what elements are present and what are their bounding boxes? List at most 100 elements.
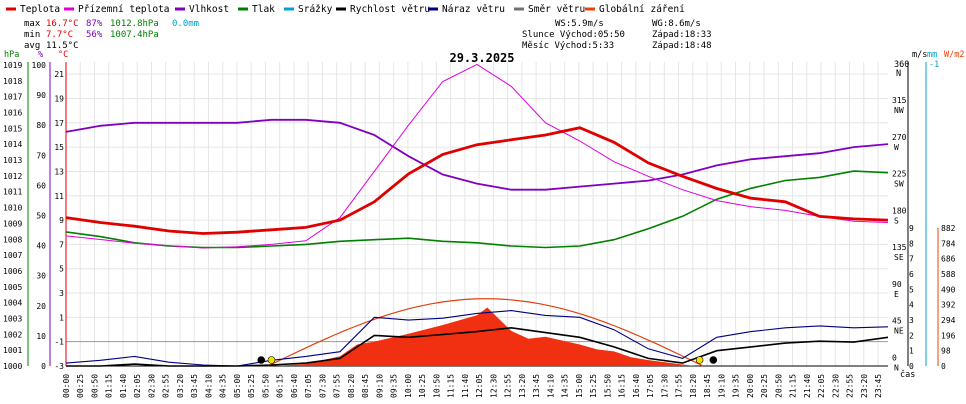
- stat-moon: Měsíc Východ:5:33: [522, 41, 614, 51]
- pressure-tick: 1005: [3, 283, 22, 292]
- time-tick: 04:10: [204, 374, 213, 398]
- wind-dir-degree-tick: 135: [892, 243, 907, 252]
- stat-wg: WG:8.6m/s: [652, 19, 701, 29]
- wind-speed-tick: 4: [909, 301, 914, 310]
- wind-speed-tick: 0: [909, 362, 914, 371]
- sun-moon-marker: [695, 356, 704, 364]
- ground-temperature-line: [65, 63, 889, 249]
- time-tick: 09:35: [390, 374, 399, 398]
- sun-moon-marker: [709, 356, 718, 364]
- pressure-tick: 1016: [3, 109, 22, 118]
- time-tick: 07:05: [304, 374, 313, 398]
- time-tick: 09:10: [375, 374, 384, 398]
- temperature-line: [65, 126, 889, 235]
- time-tick: 01:40: [119, 374, 128, 398]
- time-tick: 02:55: [162, 374, 171, 398]
- wind-speed-tick: 9: [909, 224, 914, 233]
- time-tick: 02:05: [133, 374, 142, 398]
- legend-label: Náraz větru: [442, 4, 505, 15]
- wind-dir-letter-tick: SE: [894, 253, 904, 262]
- solar-radiation-area: [271, 307, 697, 366]
- time-tick: 00:00: [62, 374, 71, 398]
- pressure-tick: 1008: [3, 235, 22, 244]
- wind-speed-tick: 1: [909, 347, 914, 356]
- temp-tick: 21: [54, 70, 64, 79]
- time-tick: 21:15: [789, 374, 798, 398]
- time-tick: 07:55: [333, 374, 342, 398]
- wind-dir-letter-tick: NW: [894, 106, 904, 115]
- time-tick: 11:40: [461, 374, 470, 398]
- time-tick: 17:05: [646, 374, 655, 398]
- wind-speed-tick: 7: [909, 255, 914, 264]
- humidity-tick: 100: [32, 61, 47, 70]
- radiation-tick: 686: [941, 255, 956, 264]
- stat-min-hum: 56%: [86, 30, 103, 40]
- chart-title: 29.3.2025: [449, 51, 514, 65]
- time-tick: 00:25: [76, 374, 85, 398]
- time-tick: 08:45: [361, 374, 370, 398]
- humidity-tick: 20: [36, 302, 46, 311]
- time-tick: 19:35: [732, 374, 741, 398]
- wind-dir-degree-tick: 225: [892, 170, 907, 179]
- time-tick: 15:25: [589, 374, 598, 398]
- time-tick: 02:30: [147, 374, 156, 398]
- pressure-tick: 1004: [3, 299, 22, 308]
- wind-gust-line: [65, 310, 889, 367]
- pressure-tick: 1013: [3, 156, 22, 165]
- wind-dir-letter-tick: E: [894, 290, 899, 299]
- humidity-tick: 80: [36, 121, 46, 130]
- pressure-tick: 1010: [3, 204, 22, 213]
- time-tick: 05:00: [233, 374, 242, 398]
- time-tick: 03:45: [190, 374, 199, 398]
- temp-tick: 11: [54, 192, 64, 201]
- humidity-tick: 60: [36, 181, 46, 190]
- stat-max-temp: 16.7°C: [46, 19, 79, 29]
- left-axes: 1019101810171016101510141013101210111010…: [3, 61, 67, 371]
- stat-min-press: 1007.4hPa: [110, 30, 159, 40]
- time-tick: 00:50: [90, 374, 99, 398]
- pressure-tick: 1011: [3, 188, 22, 197]
- wind-dir-degree-tick: 0: [892, 353, 897, 362]
- wind-dir-degree-tick: 45: [892, 317, 902, 326]
- pressure-tick: 1012: [3, 172, 22, 181]
- wind-dir-degree-tick: 90: [892, 280, 902, 289]
- wind-speed-line: [66, 326, 889, 367]
- temp-tick: 9: [59, 216, 64, 225]
- wind-dir-degree-tick: 315: [892, 96, 907, 105]
- legend-label: Srážky: [298, 4, 333, 15]
- time-tick: 06:15: [276, 374, 285, 398]
- time-tick: 21:40: [803, 374, 812, 398]
- time-tick: 14:10: [546, 374, 555, 398]
- stat-min-temp: 7.7°C: [46, 30, 73, 40]
- radiation-max-curve: [267, 298, 704, 367]
- time-tick: 07:30: [318, 374, 327, 398]
- temp-tick: 3: [59, 289, 64, 298]
- temp-tick: 17: [54, 119, 64, 128]
- temp-tick: 7: [59, 240, 64, 249]
- wind-dir-letter-tick: N: [894, 363, 899, 372]
- time-tick: 13:45: [532, 374, 541, 398]
- time-tick: 23:20: [860, 374, 869, 398]
- humidity-tick: 50: [36, 212, 46, 221]
- wind-speed-tick: 6: [909, 270, 914, 279]
- right-axes: 315NW270W225SW180S135SE90E45NE0N98765432…: [892, 62, 956, 372]
- pressure-tick: 1001: [3, 346, 22, 355]
- time-tick: 22:55: [846, 374, 855, 398]
- wind-dir-top-tick: 360: [894, 60, 909, 70]
- time-tick: 14:35: [561, 374, 570, 398]
- stat-precip: 0.0mm: [172, 19, 199, 29]
- pressure-tick: 1017: [3, 93, 22, 102]
- time-axis: 00:00 00:25 00:50 01:15 01:40 02:05 02:30 02:55…: [62, 374, 883, 398]
- temp-tick: -1: [54, 338, 64, 347]
- radiation-tick: 196: [941, 331, 956, 340]
- humidity-tick: 40: [36, 242, 46, 251]
- radiation-tick: 490: [941, 285, 956, 294]
- legend-label: Vlhkost: [189, 4, 229, 15]
- pressure-tick: 1000: [3, 362, 22, 371]
- unit-pct: %: [38, 50, 43, 60]
- wind-speed-tick: 3: [909, 316, 914, 325]
- stat-avg-label: avg: [24, 41, 40, 51]
- time-tick: 23:45: [874, 374, 883, 398]
- legend-label: Přízemní teplota: [78, 4, 170, 15]
